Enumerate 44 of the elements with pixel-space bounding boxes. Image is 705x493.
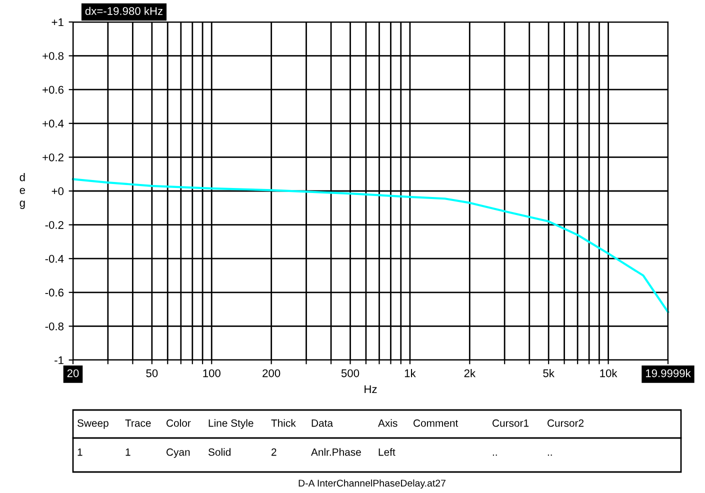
y-tick-label: +0.8 [42, 52, 64, 60]
text: Solid [208, 448, 230, 456]
x-tick-label: 19.9999k [646, 369, 691, 378]
y-tick-label: -1 [54, 356, 64, 364]
x-tick-label: 100 [203, 369, 220, 378]
y-tick-label: +0.4 [42, 120, 64, 128]
text: Axis [378, 419, 398, 427]
text: Thick [271, 419, 296, 427]
text: Trace [125, 420, 151, 427]
text: 1 [126, 448, 130, 456]
text: D-A InterChannelPhaseDelay.at27 [298, 479, 446, 489]
text: Color [166, 419, 191, 427]
x-tick-label: 500 [341, 369, 360, 378]
y-tick-label: +0.6 [42, 86, 64, 94]
y-axis-title: deg [20, 173, 26, 209]
text: Anlr.Phase [311, 448, 361, 456]
text: Cursor2 [548, 419, 584, 427]
text: Data [312, 420, 334, 427]
y-tick-label: +1 [52, 18, 64, 26]
text: Comment [414, 419, 458, 427]
x-tick-label: 20 [67, 369, 79, 378]
x-tick-label: 200 [262, 369, 280, 378]
x-axis-title: Hz [364, 385, 377, 393]
x-tick-label: 50 [146, 369, 158, 378]
x-tick-label: 10k [600, 369, 618, 378]
x-tick-label: 2k [464, 369, 476, 378]
x-tick-label: 5k [543, 369, 554, 378]
text: Sweep [77, 419, 108, 429]
text: Cyan [166, 448, 190, 458]
y-tick-label: -0.2 [45, 221, 64, 229]
text: .. [492, 454, 497, 456]
text: Cursor1 [492, 419, 529, 427]
y-tick-label: -0.8 [45, 322, 64, 330]
text: dx=-19.980 kHz [85, 6, 163, 15]
y-tick-label: +0.2 [42, 153, 64, 162]
text: 1 [78, 448, 82, 456]
x-tick-label: 1k [404, 369, 416, 378]
y-tick-label: -0.6 [45, 288, 64, 297]
text: 2 [272, 448, 276, 456]
y-tick-label: +0 [52, 187, 64, 196]
y-tick-label: -0.4 [45, 254, 64, 263]
text: .. [548, 454, 552, 456]
text: Line Style [208, 419, 254, 429]
text: Left [378, 448, 396, 456]
